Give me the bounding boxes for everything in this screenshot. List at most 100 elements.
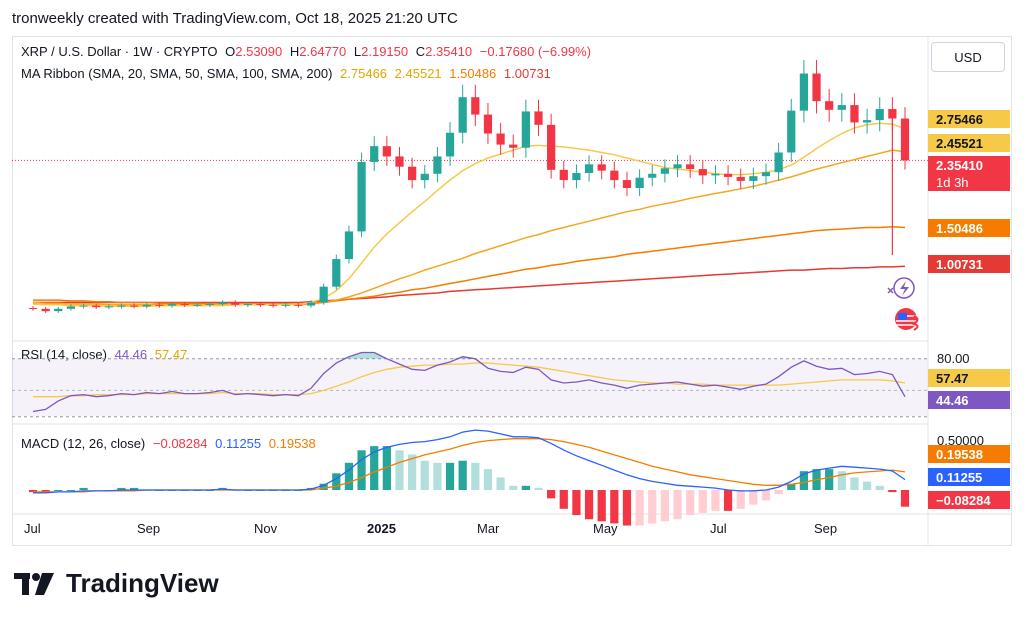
rsi-tag-text: 44.46 — [936, 392, 969, 408]
candle-body — [483, 114, 493, 134]
tradingview-logo[interactable]: TradingView — [14, 568, 219, 599]
candle-body — [496, 133, 505, 145]
ma50-price-tag: 2.45521 — [928, 134, 1010, 152]
candle — [243, 301, 252, 307]
candle — [723, 165, 733, 186]
rsi-line — [32, 351, 906, 413]
ma20-price-text: 2.75466 — [936, 111, 983, 127]
candle — [66, 304, 76, 311]
ma100-value: 1.50486 — [449, 66, 497, 81]
candle — [306, 300, 316, 308]
candle — [54, 306, 63, 313]
macd-histogram-bar — [319, 483, 328, 490]
macd-tag-text: 0.11255 — [936, 469, 983, 485]
candle-body — [382, 146, 391, 157]
hist-tag-text: −0.08284 — [936, 492, 991, 508]
macd-histogram-bar — [584, 490, 594, 520]
time-label-may: May — [593, 521, 618, 536]
signal-tag: 0.19538 — [928, 445, 1010, 463]
candle — [686, 155, 695, 178]
candle — [799, 59, 809, 123]
macd-histogram-bar — [837, 471, 846, 490]
macd-histogram-bar — [648, 490, 657, 524]
rsi-level-label: 80.00 — [937, 351, 970, 366]
candle-body — [433, 156, 442, 174]
candle-body — [205, 304, 215, 306]
candle — [698, 160, 707, 184]
candle — [319, 283, 328, 305]
candle — [622, 171, 632, 196]
macd-histogram-bar — [711, 490, 720, 511]
time-label-2025: 2025 — [367, 521, 396, 536]
candle-body — [572, 173, 581, 181]
candle — [673, 155, 682, 178]
candle — [774, 142, 783, 181]
lightning-icon[interactable] — [887, 277, 915, 299]
open-label: O — [225, 44, 236, 59]
us-flag-icon[interactable] — [895, 308, 919, 331]
currency-button[interactable]: USD — [931, 42, 1005, 72]
ma100-price-tag: 1.50486 — [928, 219, 1010, 237]
candle-body — [850, 105, 859, 123]
candle-body — [711, 173, 720, 176]
candle-body — [888, 109, 897, 119]
candle-body — [269, 304, 278, 306]
rsi-ma-value: 57.47 — [154, 347, 188, 362]
candle — [256, 301, 265, 307]
candle-body — [597, 164, 606, 171]
symbol-legend: XRP / U.S. Dollar · 1W · CRYPTO O2.53090… — [21, 44, 595, 59]
candle-body — [458, 97, 467, 133]
candle — [281, 302, 290, 308]
time-label-sep: Sep — [137, 521, 161, 536]
macd-histogram-bar — [850, 477, 859, 490]
candle — [648, 165, 657, 187]
candle-body — [155, 304, 164, 306]
candle-body — [319, 286, 328, 303]
candle-body — [193, 304, 202, 306]
symbol-title: XRP / U.S. Dollar · 1W · CRYPTO — [21, 44, 218, 59]
candle-body — [900, 118, 910, 161]
candle — [395, 146, 404, 176]
last-price-tag: 2.35410 — [928, 156, 1010, 174]
candle — [382, 136, 391, 166]
candle-body — [837, 105, 846, 110]
last-price-text: 2.35410 — [936, 157, 983, 173]
candle — [496, 122, 505, 155]
macd-histogram-bar — [344, 462, 354, 490]
candle — [521, 99, 530, 158]
candle-body — [635, 177, 644, 188]
candle — [433, 146, 442, 183]
candle — [471, 84, 480, 127]
rsi-ma-tag-text: 57.47 — [936, 370, 969, 386]
candle — [445, 122, 455, 166]
candle — [572, 164, 581, 189]
ma200-price-text: 1.00731 — [936, 256, 983, 272]
macd-label: MACD (12, 26, close) — [21, 436, 146, 451]
macd-histogram-bar — [445, 462, 455, 490]
candle-body — [584, 164, 594, 173]
ma-label: MA Ribbon (SMA, 20, SMA, 50, SMA, 100, S… — [21, 66, 333, 81]
candle — [344, 225, 354, 264]
candle-body — [79, 305, 88, 307]
candle-body — [521, 111, 530, 148]
macd-histogram-bar — [749, 490, 758, 505]
candle — [483, 103, 493, 145]
macd-histogram-bar — [900, 490, 910, 507]
candle-body — [673, 164, 682, 169]
candle — [711, 165, 720, 184]
macd-histogram-bar — [825, 469, 834, 490]
candle — [547, 113, 556, 179]
macd-signal-value: 0.19538 — [268, 436, 316, 451]
candle-body — [420, 173, 429, 181]
candle — [92, 303, 101, 310]
candle-body — [243, 304, 252, 306]
macd-histogram-bar — [698, 490, 707, 513]
candle — [167, 301, 177, 308]
rsi-value: 44.46 — [114, 347, 148, 362]
candle — [332, 254, 341, 290]
candle-body — [862, 120, 872, 123]
candle-body — [408, 166, 417, 181]
macd-histogram-bar — [509, 485, 518, 490]
candle — [357, 152, 366, 238]
